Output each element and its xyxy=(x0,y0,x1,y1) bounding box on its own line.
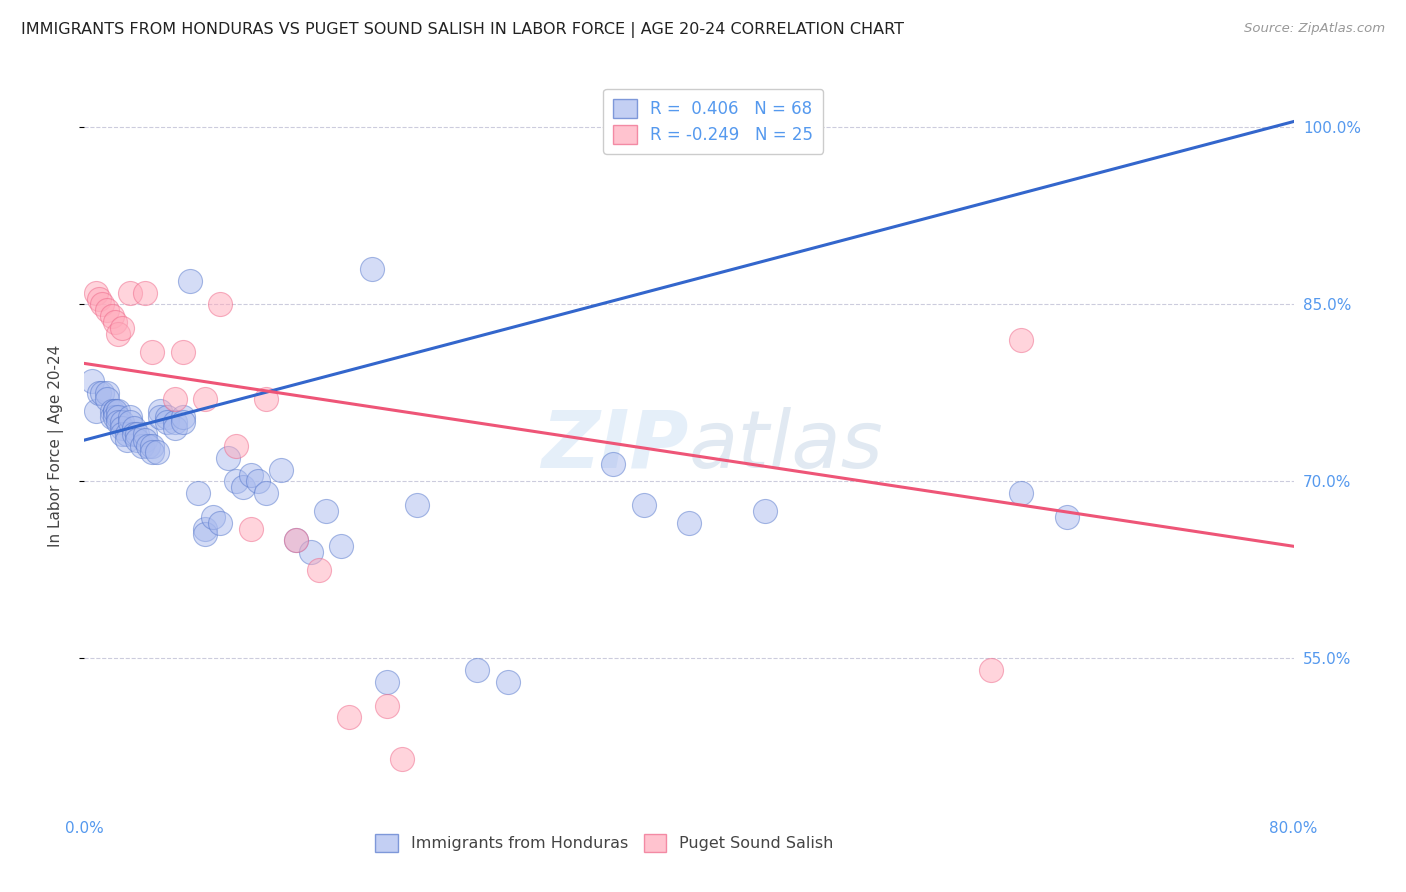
Point xyxy=(270,462,292,476)
Point xyxy=(375,675,398,690)
Point xyxy=(299,545,322,559)
Point xyxy=(209,297,232,311)
Point xyxy=(141,439,163,453)
Point xyxy=(136,439,159,453)
Point xyxy=(111,416,134,430)
Point xyxy=(156,416,179,430)
Point xyxy=(165,392,187,406)
Point xyxy=(179,274,201,288)
Point xyxy=(131,439,153,453)
Point xyxy=(194,392,217,406)
Point xyxy=(115,427,138,442)
Point xyxy=(1011,333,1033,347)
Point xyxy=(239,522,262,536)
Point xyxy=(134,427,156,442)
Point xyxy=(467,663,489,677)
Point xyxy=(172,409,194,424)
Point xyxy=(107,416,129,430)
Point xyxy=(122,421,145,435)
Point xyxy=(107,326,129,341)
Y-axis label: In Labor Force | Age 20-24: In Labor Force | Age 20-24 xyxy=(48,345,63,547)
Point xyxy=(118,416,141,430)
Point xyxy=(149,403,172,417)
Point xyxy=(678,516,700,530)
Point xyxy=(225,439,247,453)
Point xyxy=(194,527,217,541)
Point xyxy=(91,297,114,311)
Point xyxy=(209,516,232,530)
Legend: Immigrants from Honduras, Puget Sound Salish: Immigrants from Honduras, Puget Sound Sa… xyxy=(368,828,839,859)
Point xyxy=(496,675,519,690)
Point xyxy=(254,486,277,500)
Point xyxy=(104,403,127,417)
Point xyxy=(127,427,149,442)
Point xyxy=(104,403,127,417)
Point xyxy=(100,403,122,417)
Point xyxy=(111,427,134,442)
Point xyxy=(391,751,413,765)
Point xyxy=(1011,486,1033,500)
Point xyxy=(104,409,127,424)
Point xyxy=(111,321,134,335)
Point xyxy=(172,344,194,359)
Point xyxy=(80,374,103,388)
Point xyxy=(111,421,134,435)
Point xyxy=(134,433,156,447)
Point xyxy=(118,409,141,424)
Point xyxy=(337,710,360,724)
Point xyxy=(308,563,330,577)
Point xyxy=(86,403,108,417)
Point xyxy=(96,303,118,318)
Point xyxy=(104,315,127,329)
Point xyxy=(754,504,776,518)
Point xyxy=(172,416,194,430)
Point xyxy=(1056,509,1078,524)
Point xyxy=(165,421,187,435)
Point xyxy=(141,344,163,359)
Point xyxy=(96,385,118,400)
Point xyxy=(86,285,108,300)
Point xyxy=(375,698,398,713)
Point xyxy=(239,468,262,483)
Point xyxy=(315,504,337,518)
Point xyxy=(254,392,277,406)
Point xyxy=(100,310,122,324)
Point xyxy=(225,475,247,489)
Point xyxy=(127,433,149,447)
Point xyxy=(141,445,163,459)
Point xyxy=(187,486,209,500)
Point xyxy=(107,409,129,424)
Point xyxy=(91,385,114,400)
Text: atlas: atlas xyxy=(689,407,884,485)
Point xyxy=(980,663,1002,677)
Point xyxy=(156,409,179,424)
Point xyxy=(633,498,655,512)
Point xyxy=(247,475,270,489)
Point xyxy=(96,392,118,406)
Point xyxy=(134,285,156,300)
Point xyxy=(602,457,624,471)
Point xyxy=(107,403,129,417)
Point xyxy=(360,262,382,277)
Point xyxy=(149,409,172,424)
Point xyxy=(89,385,111,400)
Point xyxy=(232,480,254,494)
Point xyxy=(285,533,308,548)
Point xyxy=(89,292,111,306)
Point xyxy=(406,498,429,512)
Text: ZIP: ZIP xyxy=(541,407,689,485)
Point xyxy=(146,445,169,459)
Point xyxy=(285,533,308,548)
Point xyxy=(217,450,239,465)
Point xyxy=(115,433,138,447)
Text: Source: ZipAtlas.com: Source: ZipAtlas.com xyxy=(1244,22,1385,36)
Point xyxy=(122,427,145,442)
Point xyxy=(165,416,187,430)
Point xyxy=(194,522,217,536)
Point xyxy=(330,539,353,553)
Point xyxy=(100,409,122,424)
Point xyxy=(118,285,141,300)
Text: IMMIGRANTS FROM HONDURAS VS PUGET SOUND SALISH IN LABOR FORCE | AGE 20-24 CORREL: IMMIGRANTS FROM HONDURAS VS PUGET SOUND … xyxy=(21,22,904,38)
Point xyxy=(201,509,224,524)
